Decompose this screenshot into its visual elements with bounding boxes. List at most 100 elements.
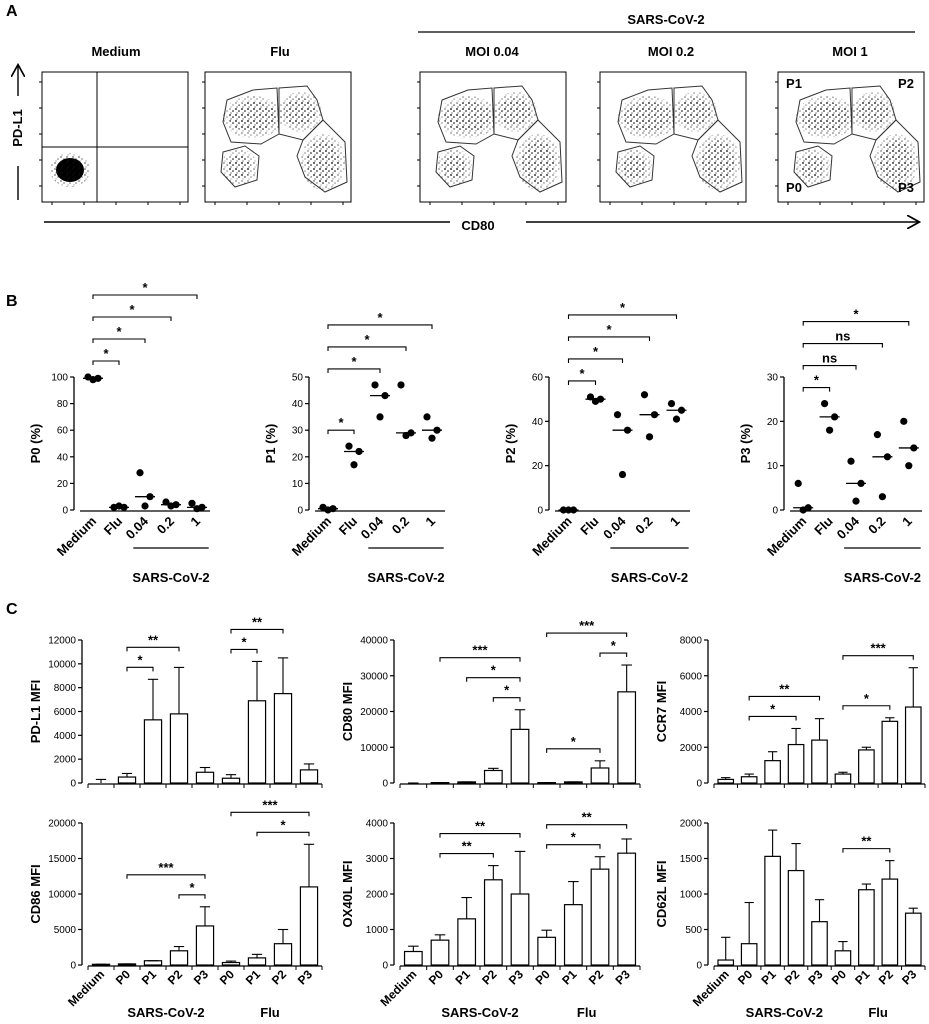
bar	[510, 893, 530, 966]
data-point	[645, 433, 654, 441]
group-label: SARS-CoV-2	[627, 12, 704, 27]
y-tick-label: 500	[685, 925, 702, 936]
y-tick-label: 4000	[366, 819, 389, 830]
cell-cluster	[522, 140, 554, 184]
gate	[222, 87, 280, 145]
plot-title: MOI 0.04	[465, 44, 519, 59]
significance-label: *	[864, 691, 870, 706]
bar	[247, 957, 267, 966]
significance-bracket	[126, 666, 154, 672]
bar	[740, 776, 758, 784]
y-axis-label: CD62L MFI	[654, 861, 669, 928]
x-tick-label: 0.2	[632, 514, 655, 537]
bar	[787, 869, 805, 966]
y-tick-label: 1500	[680, 854, 703, 865]
y-tick-label: 30	[292, 426, 304, 437]
flow-plot	[597, 71, 747, 205]
x-tick-label: 1	[422, 514, 438, 530]
bar	[858, 889, 875, 966]
significance-bracket	[439, 853, 494, 858]
significance-label: *	[606, 322, 612, 337]
significance-bracket	[842, 705, 891, 710]
plot-title: MOI 0.2	[648, 44, 694, 59]
significance-label: *	[129, 302, 135, 317]
bar	[430, 939, 450, 966]
flow-plot	[202, 71, 352, 205]
group-label: SARS-CoV-2	[844, 570, 921, 585]
group-label: SARS-CoV-2	[611, 570, 688, 585]
x-tick-label: 0.04	[123, 513, 152, 542]
bar	[834, 773, 852, 784]
bar	[811, 921, 828, 966]
data-point	[873, 431, 882, 439]
bar	[195, 925, 215, 966]
flow-plot	[39, 71, 189, 205]
y-tick-label: 2000	[680, 819, 703, 830]
bar	[787, 743, 805, 784]
x-tick-label: Medium	[764, 514, 809, 559]
significance-bracket	[842, 848, 891, 853]
data-point	[324, 506, 332, 514]
x-tick-label: P1	[758, 967, 779, 988]
y-tick-label: 20	[767, 417, 779, 428]
y-tick-label: 50	[292, 373, 304, 384]
significance-bracket	[230, 811, 310, 817]
x-tick-label: Medium	[54, 514, 99, 559]
y-tick-label: 15000	[48, 854, 76, 865]
cell-cluster	[50, 153, 90, 187]
x-tick-label: Medium	[529, 514, 574, 559]
x-tick-label: Flu	[336, 513, 360, 537]
y-tick-label: 20	[57, 479, 69, 490]
bar	[273, 943, 293, 966]
x-tick-label: 0.04	[834, 513, 863, 542]
y-tick-label: 2000	[680, 743, 703, 754]
x-tick-label: Medium	[377, 967, 419, 1009]
significance-label: *	[189, 880, 195, 895]
bar	[143, 960, 163, 966]
significance-bracket	[126, 646, 180, 652]
cell-cluster	[229, 102, 277, 132]
y-axis-label: OX40L MFI	[340, 861, 355, 928]
bar	[273, 693, 293, 784]
group-label: Flu	[577, 1005, 597, 1020]
bar	[617, 691, 637, 784]
data-point	[613, 411, 622, 419]
data-point	[852, 497, 860, 505]
data-point	[672, 415, 681, 423]
y-tick-label: 12000	[48, 636, 76, 647]
x-tick-label: P3	[805, 967, 826, 988]
data-point	[640, 391, 649, 399]
significance-label: ***	[871, 641, 887, 656]
bar	[764, 855, 781, 966]
data-point	[193, 505, 201, 513]
data-point	[162, 498, 170, 506]
x-tick-label: 0.2	[389, 514, 412, 537]
significance-bracket	[546, 632, 628, 638]
group-label: Flu	[868, 1005, 888, 1020]
x-tick-label: P1	[139, 967, 160, 988]
data-point	[115, 502, 123, 510]
data-point	[397, 381, 405, 389]
significance-label: ***	[262, 797, 278, 812]
data-point	[188, 499, 196, 507]
significance-label: ns	[835, 329, 850, 344]
significance-label: *	[142, 280, 148, 295]
y-axis-label: PD-L1	[10, 109, 25, 147]
plot-title: Flu	[270, 44, 290, 59]
x-tick-label: Medium	[65, 967, 107, 1009]
significance-label: *	[103, 346, 109, 361]
bar	[299, 886, 319, 966]
y-tick-label: 8000	[54, 683, 77, 694]
significance-bracket	[599, 652, 628, 658]
y-tick-label: 10	[767, 461, 779, 472]
x-tick-label: P1	[559, 967, 580, 988]
significance-label: *	[814, 373, 820, 388]
gate	[869, 119, 921, 193]
y-tick-label: 0	[382, 779, 388, 790]
significance-label: **	[779, 681, 790, 696]
x-tick-label: 0.2	[154, 514, 177, 537]
